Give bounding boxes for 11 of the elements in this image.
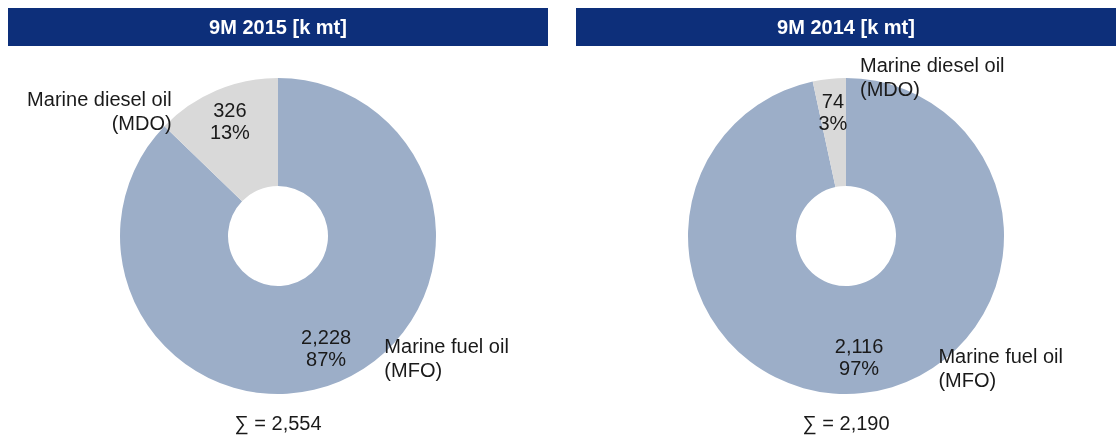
slice-label: Marine fuel oil (MFO) bbox=[938, 345, 1063, 392]
data-label: 2,228 87% bbox=[301, 325, 352, 370]
slice-label: Marine diesel oil (MDO) bbox=[27, 87, 172, 134]
chart-title: 9M 2014 [k mt] bbox=[576, 8, 1116, 46]
text: ∑ = 2,554 bbox=[234, 411, 322, 435]
slice-label: Marine fuel oil (MFO) bbox=[384, 335, 509, 382]
chart-title: 9M 2015 [k mt] bbox=[8, 8, 548, 46]
data-label: 326 13% bbox=[209, 99, 251, 144]
text: ∑ = 2,190 bbox=[802, 411, 890, 435]
data-label: 2,116 97% bbox=[834, 335, 884, 380]
data-label: 74 3% bbox=[818, 89, 848, 134]
